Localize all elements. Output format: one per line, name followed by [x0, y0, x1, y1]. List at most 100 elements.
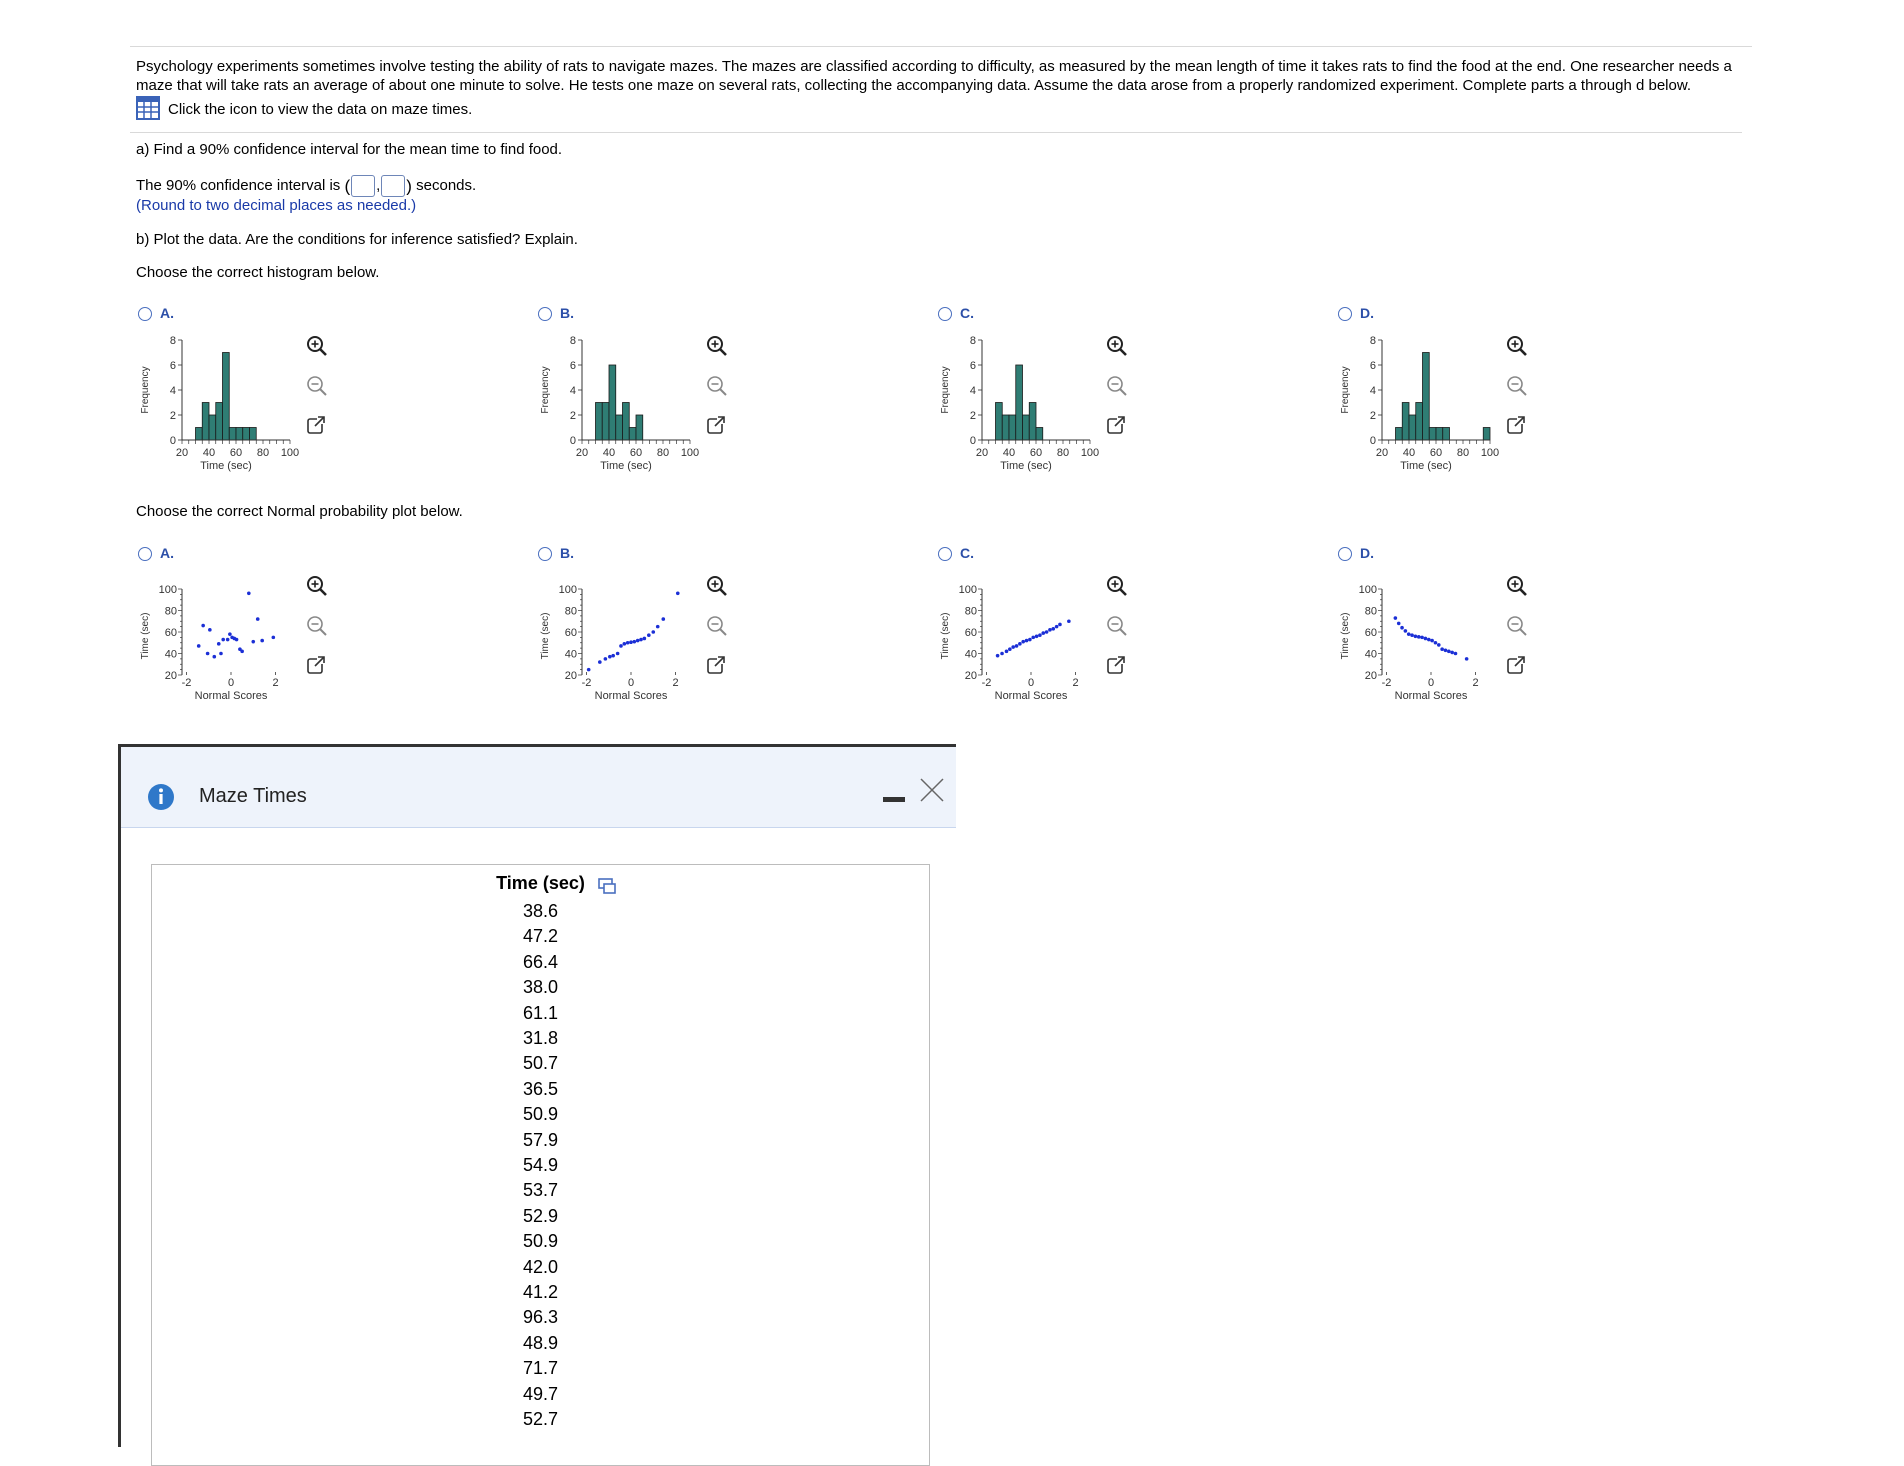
data-point [1410, 633, 1414, 638]
radio-button[interactable] [538, 547, 552, 561]
x-tick-label: 100 [1481, 447, 1499, 459]
bar [608, 364, 617, 441]
bar [215, 402, 223, 441]
zoom-in-icon [1107, 576, 1127, 596]
data-table-button[interactable] [136, 96, 160, 120]
x-tick-label: 40 [1003, 447, 1015, 459]
radio-button[interactable] [138, 307, 152, 321]
hist-d-zoom-in-button[interactable] [1506, 335, 1528, 357]
bar [1482, 427, 1491, 441]
data-point [1044, 630, 1049, 634]
hist-option-d: D. 20 40 60 80 100 0 2 4 6 8 Time (sec) Frequency [1336, 305, 1716, 475]
ci-lower-input[interactable] [351, 175, 376, 197]
hist-b-popout-button[interactable] [706, 415, 728, 437]
normal-probability-plot: 20 40 60 80 100 -2 0 2 Normal Scores Time (sec) [540, 584, 680, 702]
data-point [1034, 634, 1039, 639]
zoom-in-icon [307, 576, 327, 596]
data-point [1054, 624, 1059, 629]
hist-option-a: A. 20 40 60 80 100 0 2 4 6 8 Time (sec) Frequency [136, 305, 516, 475]
npp-c-popout-button[interactable] [1106, 655, 1128, 677]
radio-button[interactable] [938, 307, 952, 321]
hist-a-popout-button[interactable] [306, 415, 328, 437]
npp-a-zoom-out-button[interactable] [306, 615, 328, 637]
close-button[interactable] [917, 775, 947, 805]
npp-a-zoom-in-button[interactable] [306, 575, 328, 597]
hist-c-popout-button[interactable] [1106, 415, 1128, 437]
npp-b-popout-button[interactable] [706, 655, 728, 677]
data-point [1396, 621, 1401, 626]
option-letter: D. [1360, 545, 1374, 561]
npp-c-zoom-out-button[interactable] [1106, 615, 1128, 637]
npp-d-popout-button[interactable] [1506, 655, 1528, 677]
y-tick-label: 60 [1365, 627, 1377, 639]
data-point [240, 649, 244, 654]
data-point [271, 635, 276, 640]
bar [1035, 427, 1044, 441]
option-letter: B. [560, 545, 574, 561]
column-header: Time (sec) [496, 873, 585, 893]
npp-b-zoom-in-button[interactable] [706, 575, 728, 597]
npp-d-zoom-out-button[interactable] [1506, 615, 1528, 637]
x-tick-label: -2 [182, 677, 192, 689]
panel-header: Maze Times [121, 747, 956, 828]
y-tick-label: 20 [965, 670, 977, 682]
x-tick-label: 60 [230, 447, 242, 459]
data-link-text[interactable]: Click the icon to view the data on maze … [168, 101, 473, 118]
x-axis-label: Normal Scores [1395, 690, 1468, 702]
radio-button[interactable] [1338, 307, 1352, 321]
x-tick-label: 80 [657, 447, 669, 459]
ci-upper-input[interactable] [381, 175, 406, 197]
radio-button[interactable] [938, 547, 952, 561]
y-axis-label: Frequency [540, 366, 551, 413]
npp-d-zoom-in-button[interactable] [1506, 575, 1528, 597]
npp-b-zoom-out-button[interactable] [706, 615, 728, 637]
x-tick-label: 80 [1057, 447, 1069, 459]
x-tick-label: 0 [1028, 677, 1034, 689]
bars [995, 364, 1044, 441]
radio-button[interactable] [538, 307, 552, 321]
hist-d-popout-button[interactable] [1506, 415, 1528, 437]
x-axis-label: Time (sec) [1400, 460, 1452, 472]
question-intro-line2: maze that will take rats an average of a… [136, 77, 1692, 94]
copy-button[interactable] [598, 878, 616, 896]
table-row: 49.7 [522, 1383, 559, 1404]
hist-c-zoom-out-button[interactable] [1106, 375, 1128, 397]
radio-button[interactable] [138, 547, 152, 561]
bar [1435, 427, 1444, 441]
close-icon [920, 778, 944, 802]
x-axis-label: Time (sec) [200, 460, 252, 472]
data-point [1038, 633, 1042, 638]
y-tick-label: 40 [1365, 649, 1377, 661]
data-point [651, 630, 656, 634]
npp-c-zoom-in-button[interactable] [1106, 575, 1128, 597]
x-tick-label: 60 [630, 447, 642, 459]
bar [995, 402, 1003, 441]
y-tick-label: 0 [970, 435, 976, 447]
table-row: 38.6 [522, 901, 559, 921]
option-letter: C. [960, 545, 974, 561]
x-tick-label: 60 [1030, 447, 1042, 459]
x-tick-label: 0 [228, 677, 234, 689]
npp-a-popout-button[interactable] [306, 655, 328, 677]
bar [1442, 427, 1450, 441]
zoom-out-icon [1107, 616, 1127, 636]
hist-b-zoom-in-button[interactable] [706, 335, 728, 357]
hist-a-zoom-in-button[interactable] [306, 335, 328, 357]
hist-b-zoom-out-button[interactable] [706, 375, 728, 397]
data-point [1018, 642, 1022, 646]
data-point [635, 638, 640, 643]
bar [1408, 414, 1417, 441]
radio-button[interactable] [1338, 547, 1352, 561]
hist-c-zoom-in-button[interactable] [1106, 335, 1128, 357]
y-tick-label: 80 [1365, 606, 1377, 618]
bar [249, 427, 257, 441]
minimize-button[interactable] [881, 783, 909, 811]
x-tick-label: 2 [272, 677, 278, 689]
points [586, 591, 680, 672]
hist-a-zoom-out-button[interactable] [306, 375, 328, 397]
table-row: 96.3 [522, 1307, 559, 1328]
bar [1008, 414, 1017, 441]
hist-d-zoom-out-button[interactable] [1506, 375, 1528, 397]
data-point [212, 654, 217, 659]
bar [222, 352, 230, 441]
